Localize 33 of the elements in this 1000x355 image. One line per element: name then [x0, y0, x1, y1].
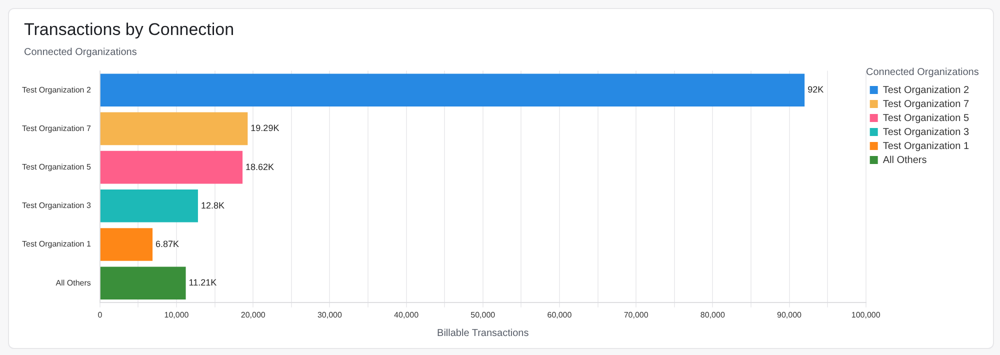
data-label: 92K	[808, 84, 824, 95]
x-tick-label: 50,000	[470, 310, 496, 320]
x-tick-label: 40,000	[394, 310, 420, 320]
x-axis-title: Billable Transactions	[437, 328, 529, 339]
data-label: 12.8K	[200, 200, 224, 210]
y-tick-label: Test Organization 2	[22, 85, 92, 94]
chart-title: Transactions by Connection	[24, 20, 234, 40]
x-tick-label: 80,000	[700, 310, 726, 320]
x-tick-label: 90,000	[777, 310, 802, 320]
x-tick-label: 70,000	[624, 310, 649, 320]
data-label: 6.87K	[156, 238, 180, 249]
x-tick-label: 0	[98, 310, 103, 320]
legend-label: Test Organization 1	[882, 140, 970, 152]
y-tick-label: All Others	[56, 278, 91, 288]
data-label: 19.29K	[250, 123, 280, 134]
legend-label: Test Organization 3	[882, 126, 970, 138]
legend-label: Test Organization 5	[882, 112, 970, 124]
y-tick-label: Test Organization 5	[22, 162, 92, 172]
chart-subtitle: Connected Organizations	[24, 47, 137, 58]
y-tick-label: Test Organization 7	[22, 124, 92, 133]
x-tick-label: 20,000	[240, 310, 266, 320]
data-label: 18.62K	[246, 162, 274, 172]
x-tick-label: 100,000	[851, 310, 881, 320]
legend-label: Test Organization 2	[882, 84, 970, 96]
legend-label: Test Organization 7	[882, 98, 970, 110]
x-tick-label: 60,000	[547, 310, 572, 320]
y-tick-label: Test Organization 3	[22, 201, 92, 210]
x-tick-label: 30,000	[317, 310, 342, 320]
x-tick-label: 10,000	[164, 310, 190, 320]
legend-label: All Others	[882, 154, 927, 166]
data-label: 11.21K	[188, 278, 217, 288]
legend-title: Connected Organizations	[866, 66, 979, 78]
y-tick-label: Test Organization 1	[22, 240, 92, 249]
